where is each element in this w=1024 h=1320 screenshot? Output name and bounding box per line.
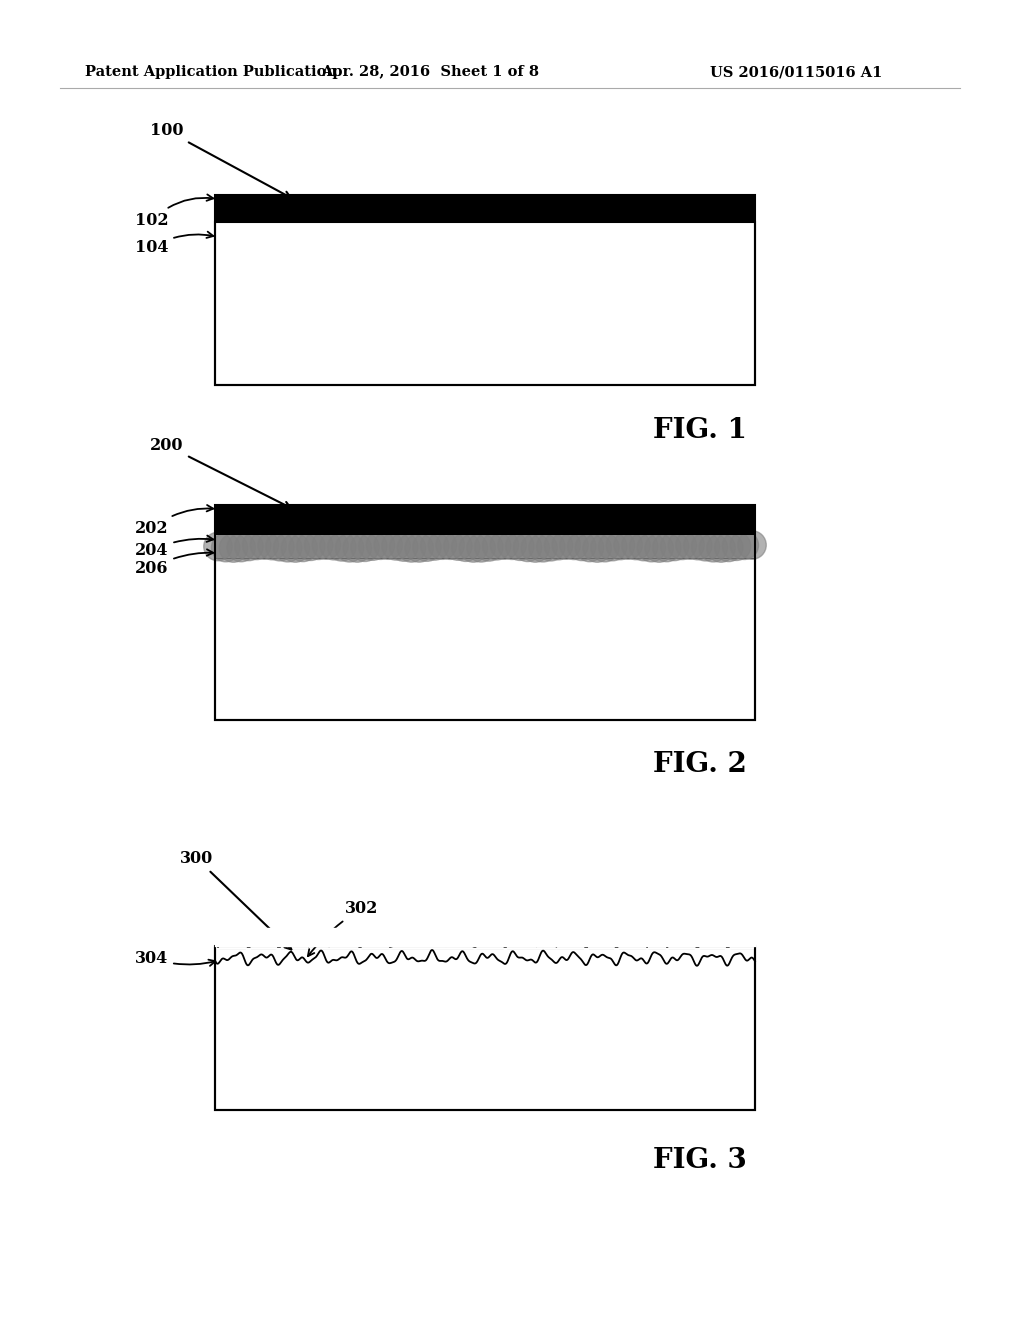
Circle shape [304,531,333,560]
Circle shape [606,531,635,560]
Text: 200: 200 [150,437,291,508]
Bar [215,195,755,222]
Circle shape [521,533,550,562]
Circle shape [258,531,287,560]
Circle shape [335,533,364,562]
Circle shape [219,533,248,562]
Text: FIG. 3: FIG. 3 [653,1147,746,1173]
Circle shape [737,531,766,560]
Text: 102: 102 [135,194,213,228]
Text: 100: 100 [150,121,291,198]
Circle shape [537,532,565,561]
Text: Apr. 28, 2016  Sheet 1 of 8: Apr. 28, 2016 Sheet 1 of 8 [321,65,539,79]
Circle shape [413,533,441,561]
Circle shape [297,532,326,561]
Circle shape [513,533,542,561]
Circle shape [436,531,465,560]
Circle shape [459,533,487,562]
Circle shape [374,531,402,560]
Circle shape [652,533,681,562]
Circle shape [382,532,411,560]
Circle shape [389,533,418,561]
Text: 302: 302 [308,900,379,956]
Circle shape [660,532,689,561]
Circle shape [265,532,294,561]
Circle shape [668,531,696,560]
Circle shape [498,531,526,560]
Text: 204: 204 [135,536,213,558]
Bar [215,558,755,719]
Text: 104: 104 [135,231,213,256]
Circle shape [234,532,263,561]
Circle shape [452,533,480,561]
Circle shape [443,532,472,560]
Circle shape [343,533,372,562]
Circle shape [598,532,627,561]
Circle shape [567,532,596,561]
Text: US 2016/0115016 A1: US 2016/0115016 A1 [710,65,883,79]
Circle shape [560,531,588,560]
Circle shape [699,533,728,562]
Circle shape [250,531,279,560]
Circle shape [397,533,426,562]
Circle shape [684,532,712,560]
Circle shape [730,531,759,560]
Bar [215,506,755,719]
Circle shape [421,532,449,560]
Text: Patent Application Publication: Patent Application Publication [85,65,337,79]
Text: 300: 300 [180,850,291,949]
Circle shape [490,531,518,560]
Circle shape [506,532,535,561]
Circle shape [289,533,317,561]
Text: FIG. 1: FIG. 1 [653,417,746,444]
Circle shape [474,533,503,561]
Circle shape [707,533,735,562]
Bar [215,506,755,535]
Bar [215,948,755,1110]
Circle shape [328,532,356,561]
Circle shape [575,533,604,562]
Circle shape [282,533,309,562]
Circle shape [367,531,395,560]
Circle shape [622,531,650,560]
Circle shape [715,533,743,561]
Circle shape [227,533,255,562]
Circle shape [637,533,666,562]
Text: FIG. 2: FIG. 2 [653,751,746,779]
Circle shape [467,533,496,562]
Bar [215,535,755,558]
Circle shape [482,532,511,560]
Circle shape [552,531,581,560]
Circle shape [583,533,611,562]
Circle shape [273,533,302,562]
Circle shape [312,531,341,560]
Text: 202: 202 [135,506,213,537]
Circle shape [591,533,620,562]
Circle shape [722,532,751,561]
Circle shape [212,533,240,562]
Circle shape [614,531,642,560]
Circle shape [319,532,348,560]
Circle shape [204,532,232,561]
Circle shape [358,532,387,560]
Text: 304: 304 [135,950,215,968]
Text: 206: 206 [135,549,213,577]
Circle shape [691,532,720,561]
Circle shape [676,531,705,560]
Circle shape [351,533,379,561]
Bar [215,946,755,1110]
Circle shape [545,532,572,560]
Circle shape [243,531,271,560]
Bar [215,222,755,385]
Circle shape [428,531,457,560]
Circle shape [528,533,557,562]
Circle shape [404,533,433,562]
Circle shape [645,533,674,562]
Circle shape [630,532,657,561]
Bar [215,195,755,385]
